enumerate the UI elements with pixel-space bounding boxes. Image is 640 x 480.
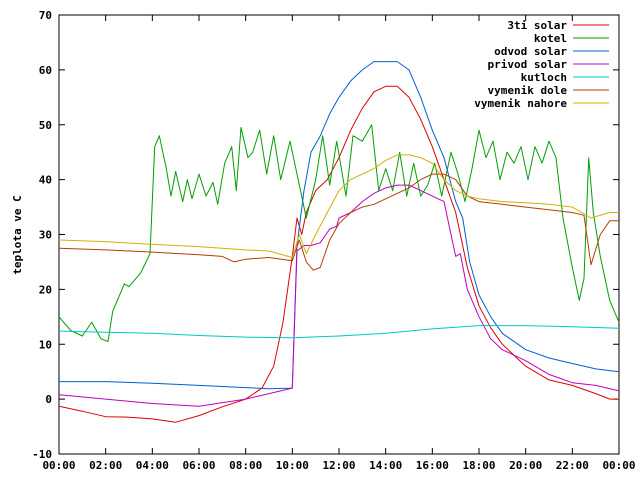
tick-marks xyxy=(58,14,620,455)
y-tick-label: 30 xyxy=(39,229,52,242)
series-lines xyxy=(58,61,620,423)
series-line-3ti-solar xyxy=(58,85,619,423)
x-tick-label: 10:00 xyxy=(276,459,309,472)
x-tick-label: 16:00 xyxy=(416,459,449,472)
x-tick-label: 04:00 xyxy=(136,459,169,472)
series-line-vymenik-nahore xyxy=(58,154,619,258)
x-tick-label: 06:00 xyxy=(182,459,215,472)
y-tick-label: 40 xyxy=(39,174,52,187)
legend-label: vymenik nahore xyxy=(474,97,567,110)
y-tick-label: 0 xyxy=(45,393,52,406)
x-tick-label: 00:00 xyxy=(42,459,75,472)
y-tick-label: 10 xyxy=(39,338,52,351)
legend-label: privod solar xyxy=(488,58,568,71)
y-tick-label: 60 xyxy=(39,64,52,77)
legend-label: odvod solar xyxy=(494,45,567,58)
x-tick-label: 02:00 xyxy=(89,459,122,472)
y-tick-label: -10 xyxy=(32,448,52,461)
x-tick-label: 08:00 xyxy=(229,459,262,472)
y-axis-tick-labels: -10 0 10 20 30 40 50 60 70 xyxy=(32,9,52,461)
y-tick-label: 70 xyxy=(39,9,52,22)
legend-label: kotel xyxy=(534,32,567,45)
legend-label: 3ti solar xyxy=(507,19,567,32)
series-line-kotel xyxy=(58,124,620,342)
x-tick-label: 00:00 xyxy=(602,459,635,472)
legend-label: kutloch xyxy=(521,71,567,84)
series-line-kutloch xyxy=(58,325,620,339)
x-tick-label: 12:00 xyxy=(322,459,355,472)
series-line-odvod-solar xyxy=(59,61,620,390)
x-tick-label: 20:00 xyxy=(509,459,542,472)
series-line-vymenik-dole xyxy=(58,173,619,271)
x-axis-tick-labels: 00:00 02:00 04:00 06:00 08:00 10:00 12:00 14:00… xyxy=(42,459,635,472)
y-tick-label: 50 xyxy=(39,119,52,132)
y-tick-label: 20 xyxy=(39,283,52,296)
x-tick-label: 22:00 xyxy=(556,459,589,472)
series-line-privod-solar xyxy=(58,184,620,407)
legend-label: vymenik dole xyxy=(488,84,568,97)
x-tick-label: 18:00 xyxy=(462,459,495,472)
x-tick-label: 14:00 xyxy=(369,459,402,472)
y-axis-title: teplota ve C xyxy=(11,195,24,274)
